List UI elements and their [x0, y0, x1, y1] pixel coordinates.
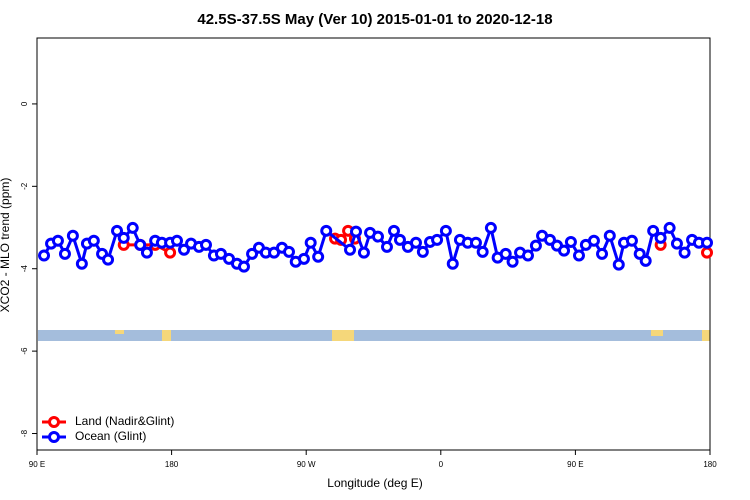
- data-point: [529, 239, 542, 252]
- legend-marker: [48, 431, 60, 443]
- x-tick-label: 90 W: [297, 460, 316, 469]
- data-point: [170, 234, 183, 247]
- data-point: [499, 247, 512, 260]
- data-point: [178, 243, 191, 256]
- data-point: [701, 236, 714, 249]
- data-point: [416, 245, 429, 258]
- y-tick-label: -2: [20, 182, 29, 190]
- data-point: [654, 231, 667, 244]
- data-point: [587, 234, 600, 247]
- data-point: [297, 252, 310, 265]
- data-point: [564, 235, 577, 248]
- data-point: [603, 229, 616, 242]
- series-line: [42, 222, 708, 271]
- data-point: [663, 221, 676, 234]
- y-tick-label: 0: [20, 101, 29, 106]
- data-point: [268, 246, 281, 259]
- data-point: [304, 236, 317, 249]
- data-point: [223, 252, 236, 265]
- surface-mask: [38, 330, 710, 341]
- data-point: [126, 221, 139, 234]
- x-tick-label: 180: [165, 460, 179, 469]
- legend-marker: [48, 416, 60, 428]
- data-point: [66, 229, 79, 242]
- data-point: [246, 247, 259, 260]
- data-point: [639, 254, 652, 267]
- data-point: [476, 245, 489, 258]
- data-point: [214, 247, 227, 260]
- legend-label: Ocean (Glint): [75, 429, 146, 443]
- data-point: [134, 238, 147, 251]
- data-point: [431, 233, 444, 246]
- data-point: [102, 253, 115, 266]
- data-point: [446, 257, 459, 270]
- data-point: [58, 247, 71, 260]
- data-point: [670, 237, 683, 250]
- data-point: [596, 247, 609, 260]
- y-tick-label: -4: [20, 265, 29, 273]
- data-point: [701, 246, 714, 259]
- data-point: [199, 238, 212, 251]
- data-point: [312, 250, 325, 263]
- data-point: [633, 247, 646, 260]
- data-point: [625, 234, 638, 247]
- y-tick-label: -6: [20, 347, 29, 355]
- data-point: [117, 231, 130, 244]
- x-tick-label: 0: [439, 460, 444, 469]
- data-point: [380, 240, 393, 253]
- land-patch: [702, 330, 710, 341]
- data-point: [484, 221, 497, 234]
- data-point: [350, 225, 363, 238]
- data-point: [38, 249, 51, 262]
- y-tick-label: -8: [20, 429, 29, 437]
- data-point: [647, 224, 660, 237]
- data-point: [572, 249, 585, 262]
- x-tick-label: 90 E: [29, 460, 45, 469]
- data-point: [51, 234, 64, 247]
- data-point: [140, 246, 153, 259]
- land-patch: [332, 330, 354, 341]
- data-point: [320, 224, 333, 237]
- data-point: [87, 234, 100, 247]
- data-point: [371, 230, 384, 243]
- x-tick-label: 90 E: [567, 460, 583, 469]
- data-point: [387, 224, 400, 237]
- data-point: [393, 233, 406, 246]
- data-point: [439, 224, 452, 237]
- data-point: [357, 246, 370, 259]
- data-point: [469, 236, 482, 249]
- data-point: [111, 224, 124, 237]
- land-patch: [115, 330, 124, 334]
- data-point: [283, 245, 296, 258]
- data-point: [612, 258, 625, 271]
- x-tick-label: 180: [703, 460, 717, 469]
- data-point: [506, 255, 519, 268]
- chart-title: 42.5S-37.5S May (Ver 10) 2015-01-01 to 2…: [197, 11, 552, 28]
- data-point: [521, 249, 534, 262]
- data-point: [678, 246, 691, 259]
- legend-label: Land (Nadir&Glint): [75, 414, 174, 428]
- data-point: [237, 260, 250, 273]
- x-axis-label: Longitude (deg E): [327, 476, 422, 490]
- y-axis-label: XCO2 - MLO trend (ppm): [0, 178, 12, 313]
- data-point: [558, 244, 571, 257]
- ocean-band: [38, 330, 710, 341]
- data-point: [344, 243, 357, 256]
- data-point: [409, 236, 422, 249]
- land-patch: [651, 330, 663, 336]
- data-point: [164, 246, 177, 259]
- data-point: [75, 257, 88, 270]
- land-patch: [162, 330, 171, 341]
